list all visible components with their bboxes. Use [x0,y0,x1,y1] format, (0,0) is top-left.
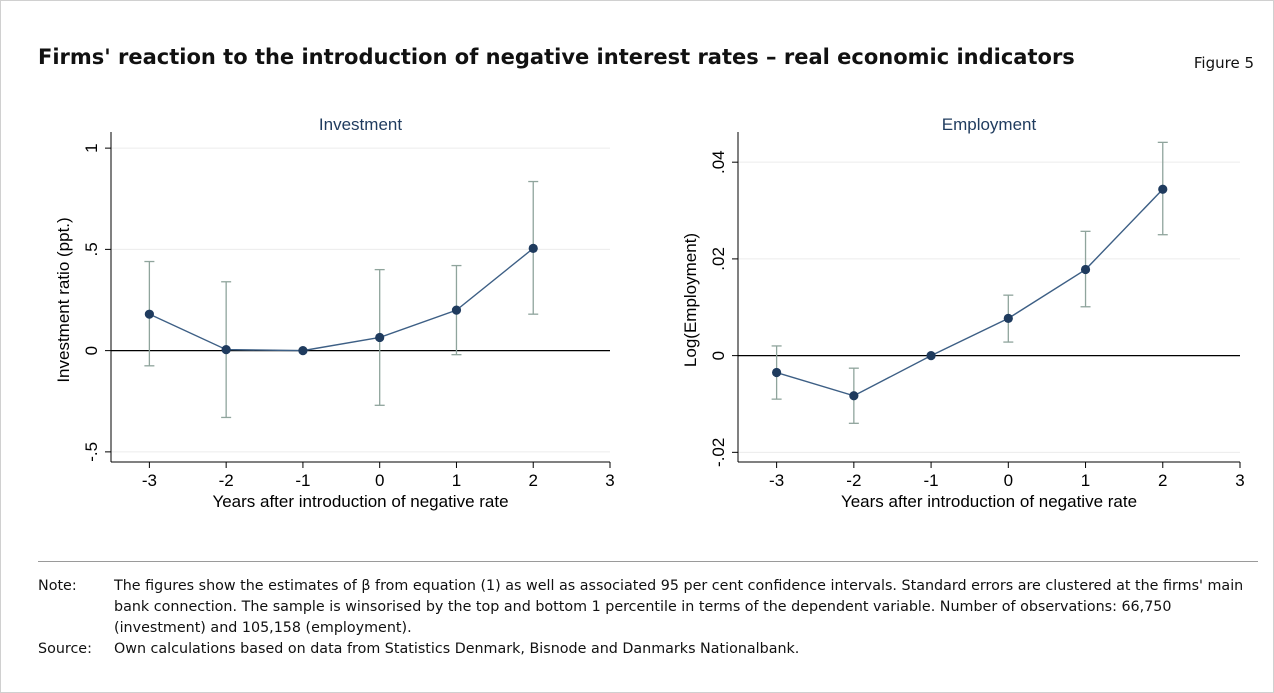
x-axis-label: Years after introduction of negative rat… [212,492,508,511]
x-tick-label: 3 [1235,471,1244,490]
data-point [772,367,782,378]
data-point [298,346,308,356]
source-label: Source: [38,641,92,657]
series-line [149,247,534,352]
x-tick-label: 0 [375,471,384,490]
panel-title: Employment [942,115,1037,134]
x-tick-label: 2 [528,471,537,490]
note-text: The figures show the estimates of β from… [114,578,1244,636]
employment-chart: Employment -.02 0 .02 .04 -3 -2 -1 0 1 2 3 Years aft… [681,115,1245,511]
data-point [1158,184,1168,194]
y-tick-label: -.5 [82,442,101,462]
data-point [849,391,859,401]
data-point [451,305,462,315]
data-point [528,243,538,253]
x-axis-label: Years after introduction of negative rat… [841,492,1137,511]
investment-chart: Investment -.5 0 .5 1 -3 -2 -1 0 1 2 3 Years after i… [54,115,615,511]
x-tick-label: 3 [605,471,614,490]
investment-panel: Investment -.5 0 .5 1 -3 -2 -1 0 1 2 3 Years after i… [38,108,618,552]
y-tick-label: 0 [82,346,101,355]
y-axis-label: Log(Employment) [681,233,700,367]
series-line [776,188,1164,397]
notes-section: Note: The figures show the estimates of … [38,576,1248,660]
y-tick-label: .04 [709,150,728,174]
y-axis-label: Investment ratio (ppt.) [54,217,73,382]
x-tick-label: 1 [452,471,461,490]
x-tick-label: 1 [1081,471,1090,490]
x-tick-label: -2 [846,471,861,490]
note-row: Note: The figures show the estimates of … [38,576,1248,639]
y-tick-label: .5 [82,242,101,256]
y-tick-label: .02 [709,247,728,271]
source-text: Own calculations based on data from Stat… [114,641,800,657]
notes-divider [38,561,1258,562]
data-point [1080,264,1091,275]
data-point [221,345,231,355]
y-tick-label: 1 [82,143,101,152]
x-tick-label: -2 [219,471,234,490]
x-tick-label: 0 [1004,471,1013,490]
panel-title: Investment [319,115,402,134]
employment-panel: Employment -.02 0 .02 .04 -3 -2 -1 0 1 2 3 Years aft… [668,108,1256,552]
x-tick-label: -3 [142,471,157,490]
data-point [1003,313,1013,323]
y-tick-label: -.02 [709,438,728,467]
data-point [144,309,154,319]
x-tick-label: 2 [1158,471,1167,490]
data-point [375,332,385,343]
x-tick-label: -1 [924,471,939,490]
data-point [926,351,936,361]
y-tick-label: 0 [709,351,728,360]
figure-number: Figure 5 [1193,54,1254,72]
x-tick-label: -1 [295,471,310,490]
x-tick-label: -3 [769,471,784,490]
note-label: Note: [38,578,77,594]
source-row: Source: Own calculations based on data f… [38,639,1248,660]
figure-title: Firms' reaction to the introduction of n… [38,45,1075,69]
